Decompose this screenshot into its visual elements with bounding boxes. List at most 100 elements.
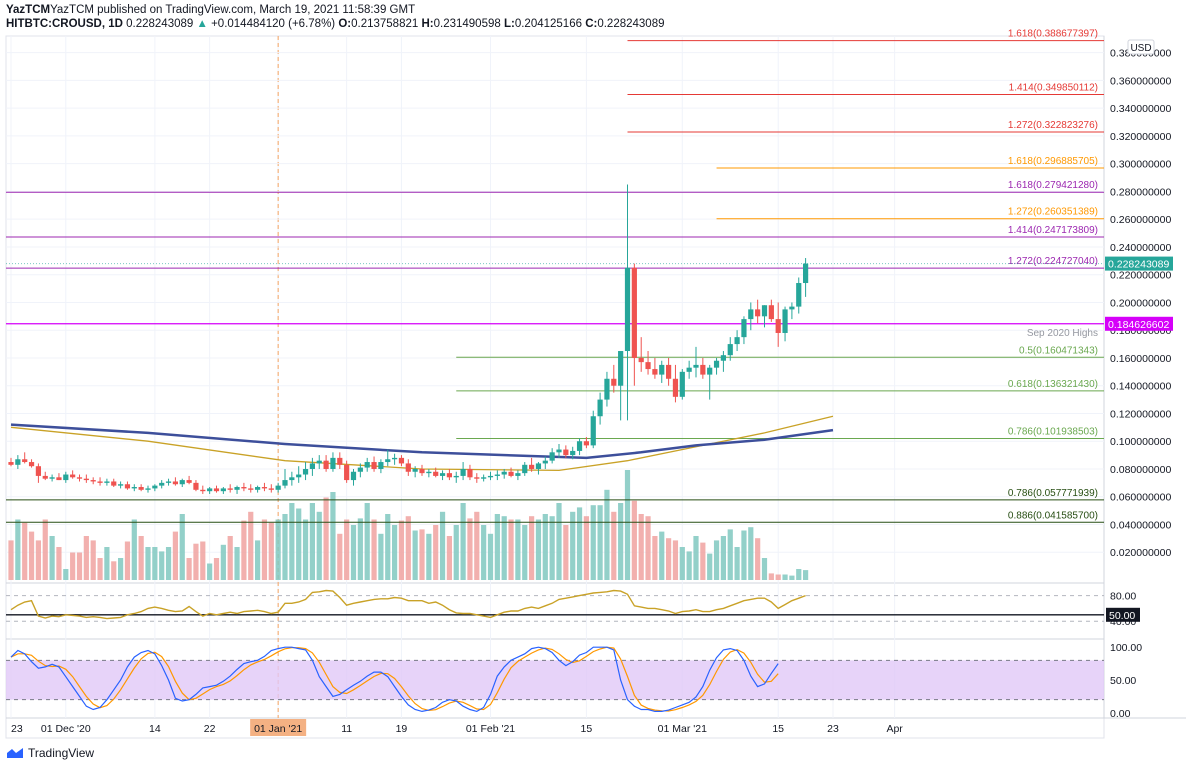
candle-body [316,460,322,464]
volume-bar [748,527,754,580]
time-tick-label: 15 [772,723,784,735]
volume-bar [474,511,480,580]
candle-body [56,477,62,481]
candle-body [522,464,528,474]
volume-bar [118,558,124,580]
volume-bar [672,540,679,580]
candle-body [145,488,151,490]
currency-label: USD [1130,43,1151,54]
candle-body [207,488,213,492]
fib-level-label: 1.618(0.279421280) [1008,180,1098,191]
candle-body [90,480,96,482]
volume-bar [556,503,562,580]
candle-body [576,441,583,451]
publish-info: YazTCMYazTCM published on TradingView.co… [6,4,415,16]
volume-bar [501,516,507,580]
volume-bar [700,542,706,580]
volume-bar [398,520,405,580]
volume-bar [337,533,343,580]
candle-body [220,488,226,492]
candle-body [172,481,178,485]
candle-body [535,463,542,469]
candle-body [666,364,672,379]
volume-bar [734,547,740,580]
sma-mid-line [10,415,834,472]
candle-body [337,457,343,465]
volume-bar [768,573,774,580]
volume-bar [789,575,795,580]
volume-bar [638,514,644,580]
volume-bar [289,503,295,580]
volume-bar [364,503,370,580]
candle-body [412,468,418,472]
volume-bar [357,518,363,580]
candle-body [426,471,432,474]
candle-body [268,488,274,490]
volume-bar [761,558,768,580]
candle-body [618,351,624,386]
volume-bar [487,533,494,580]
candle-body [371,462,377,469]
stoch-tick-label: 50.00 [1110,675,1136,687]
candle-body [193,482,199,490]
volume-bar [686,551,692,580]
candle-body [261,487,268,489]
candle-body [234,487,240,490]
stoch-tick-label: 100.00 [1110,642,1142,654]
volume-bar [111,561,117,580]
candle-body [289,477,295,481]
candle-body [275,485,281,490]
candle-body [118,484,124,486]
volume-bar [350,525,357,580]
candle-body [686,367,692,372]
candle-body [638,357,644,363]
price-tick-label: 0.120000000 [1110,408,1171,420]
volume-bar [261,519,268,580]
volume-bar [604,489,610,580]
high-value: 0.231490598 [433,18,501,30]
candle-body [138,487,144,490]
candle-body [604,378,610,400]
volume-bar [15,519,21,580]
volume-bar [707,553,713,580]
volume-bar [124,541,131,580]
volume-bar [172,531,178,580]
candle-body [296,474,302,478]
fib-level-label: 0.786(0.101938503) [1008,427,1098,438]
volume-bar [419,529,425,580]
candle-body [63,474,69,481]
volume-bar [42,519,48,580]
candle-body [344,464,350,481]
candle-body [624,267,631,352]
candle-body [159,482,165,486]
candle-body [385,459,391,463]
sma-long-line [10,423,834,460]
volume-bar [371,519,377,580]
volume-bar [200,541,206,580]
volume-bar [282,514,288,580]
volume-bar [446,536,452,580]
time-tick-label: 23 [827,723,839,735]
candle-body [693,364,699,368]
rsi-tick-label: 80.00 [1110,591,1136,603]
stoch-k-line [10,646,779,713]
volume-bar [597,505,603,580]
fib-level-label: 1.272(0.322823276) [1008,120,1098,131]
close-label: C: [585,18,598,30]
volume-bar [405,516,411,580]
candle-body [42,475,48,479]
fib-level-label: 0.786(0.057771939) [1008,488,1098,499]
volume-bar [28,531,35,580]
last-price-label: 0.228243089 [1108,259,1169,271]
fib-level-label: 1.414(0.349850112) [1009,82,1098,93]
candle-body [22,459,28,463]
price-tick-label: 0.260000000 [1110,214,1171,226]
candle-body [713,360,720,368]
symbol-label[interactable]: HITBTC:CROUSD, 1D [6,18,123,30]
candle-body [83,478,89,481]
volume-bar [439,511,446,580]
price-tick-label: 0.360000000 [1110,75,1171,87]
volume-bar [131,519,137,580]
volume-bar [624,470,631,580]
